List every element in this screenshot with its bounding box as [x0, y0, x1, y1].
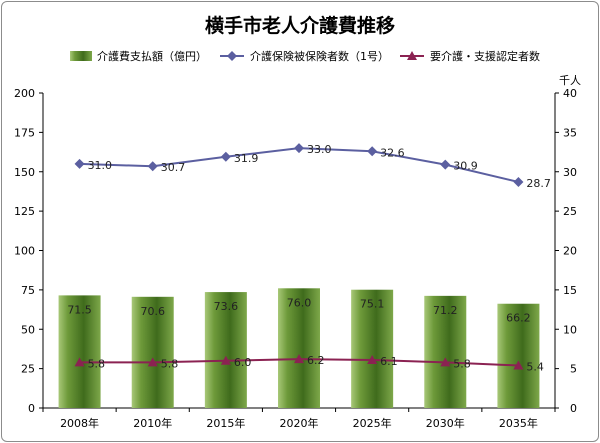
insured-point — [147, 161, 158, 172]
y-right-tick-label: 25 — [563, 205, 577, 218]
insured-point — [367, 146, 378, 157]
certified-data-label: 6.2 — [307, 354, 325, 367]
y-left-tick-label: 25 — [21, 363, 35, 376]
insured-data-label: 30.7 — [161, 161, 186, 174]
y-right-tick-label: 5 — [570, 363, 577, 376]
insured-point — [220, 151, 231, 162]
y-left-tick-label: 0 — [28, 402, 35, 415]
y-left-tick-label: 50 — [21, 323, 35, 336]
x-tick-label: 2025年 — [353, 416, 392, 430]
y-right-tick-label: 30 — [563, 166, 577, 179]
legend-label-insured: 介護保険被保険者数（1号） — [250, 49, 389, 63]
bar — [131, 296, 174, 408]
certified-data-label: 5.8 — [161, 357, 179, 370]
x-tick-label: 2020年 — [280, 416, 319, 430]
bar — [58, 295, 101, 408]
certified-point — [440, 357, 451, 367]
legend-label-certified: 要介護・支援認定者数 — [430, 49, 540, 63]
bar — [424, 295, 467, 408]
x-tick-label: 2030年 — [426, 416, 465, 430]
y-right-tick-label: 20 — [563, 245, 577, 258]
axes: 0 25 50 75 100 125 150 175 200 0 5 10 15 20 25 30 35 40千人… — [14, 74, 581, 430]
certified-point — [220, 355, 231, 365]
y-left-tick-label: 75 — [21, 284, 35, 297]
insured-data-label: 30.9 — [453, 160, 478, 173]
certified-data-label: 6.0 — [234, 356, 252, 369]
bar — [497, 303, 540, 408]
insured-data-label: 31.9 — [234, 152, 259, 165]
legend: 介護費支払額（億円） 介護保険被保険者数（1号） 要介護・支援認定者数 — [70, 49, 540, 63]
x-tick-label: 2035年 — [499, 416, 538, 430]
certified-data-label: 5.8 — [453, 357, 471, 370]
certified-point — [367, 354, 378, 364]
x-tick-label: 2010年 — [133, 416, 172, 430]
insured-data-label: 31.0 — [88, 159, 113, 172]
chart-title: 横手市老人介護費推移 — [205, 14, 395, 37]
bar-data-label: 73.6 — [214, 300, 239, 313]
insured-point — [294, 143, 304, 154]
bar — [278, 288, 320, 408]
insured-data-label: 28.7 — [526, 177, 551, 190]
y-right-unit: 千人 — [559, 74, 581, 87]
y-left-tick-label: 100 — [14, 245, 35, 258]
insured-data-label: 32.6 — [380, 146, 405, 159]
bar-data-label: 75.1 — [360, 298, 385, 311]
bar-data-label: 71.2 — [433, 304, 458, 317]
y-left-tick-label: 175 — [14, 126, 35, 139]
y-left-tick-label: 150 — [14, 166, 35, 179]
y-right-tick-label: 0 — [570, 402, 577, 415]
y-left-tick-label: 200 — [14, 87, 35, 100]
bar-series — [58, 288, 540, 408]
insured-point — [440, 159, 451, 170]
bar — [204, 292, 247, 408]
legend-marker-certified — [407, 51, 417, 60]
certified-point — [147, 357, 158, 367]
legend-marker-insured — [227, 51, 237, 61]
certified-data-label: 5.8 — [88, 357, 106, 370]
insured-data-label: 33.0 — [307, 143, 332, 156]
insured-point — [513, 176, 524, 187]
certified-data-label: 5.4 — [526, 360, 544, 373]
bar — [351, 289, 394, 408]
bar-data-label: 66.2 — [506, 312, 531, 325]
y-left-tick-label: 125 — [14, 205, 35, 218]
bar-data-label: 70.6 — [140, 305, 165, 318]
certified-data-label: 6.1 — [380, 355, 398, 368]
x-tick-label: 2008年 — [60, 416, 99, 430]
line-series — [74, 143, 524, 370]
legend-swatch-bar — [70, 51, 92, 61]
certified-point — [513, 360, 524, 370]
y-right-tick-label: 40 — [563, 87, 577, 100]
data-labels: 71.5 70.6 73.6 76.0 75.1 71.2 66.2 31.0 30.7 31.9… — [67, 143, 551, 373]
y-right-tick-label: 35 — [563, 126, 577, 139]
bar-data-label: 71.5 — [67, 303, 92, 316]
insured-point — [74, 158, 85, 169]
y-right-tick-label: 10 — [563, 323, 577, 336]
x-tick-label: 2015年 — [206, 416, 245, 430]
legend-label-bar: 介護費支払額（億円） — [97, 49, 207, 63]
bar-data-label: 76.0 — [287, 296, 312, 309]
certified-point — [74, 357, 85, 367]
y-right-tick-label: 15 — [563, 284, 577, 297]
certified-point — [294, 354, 304, 364]
